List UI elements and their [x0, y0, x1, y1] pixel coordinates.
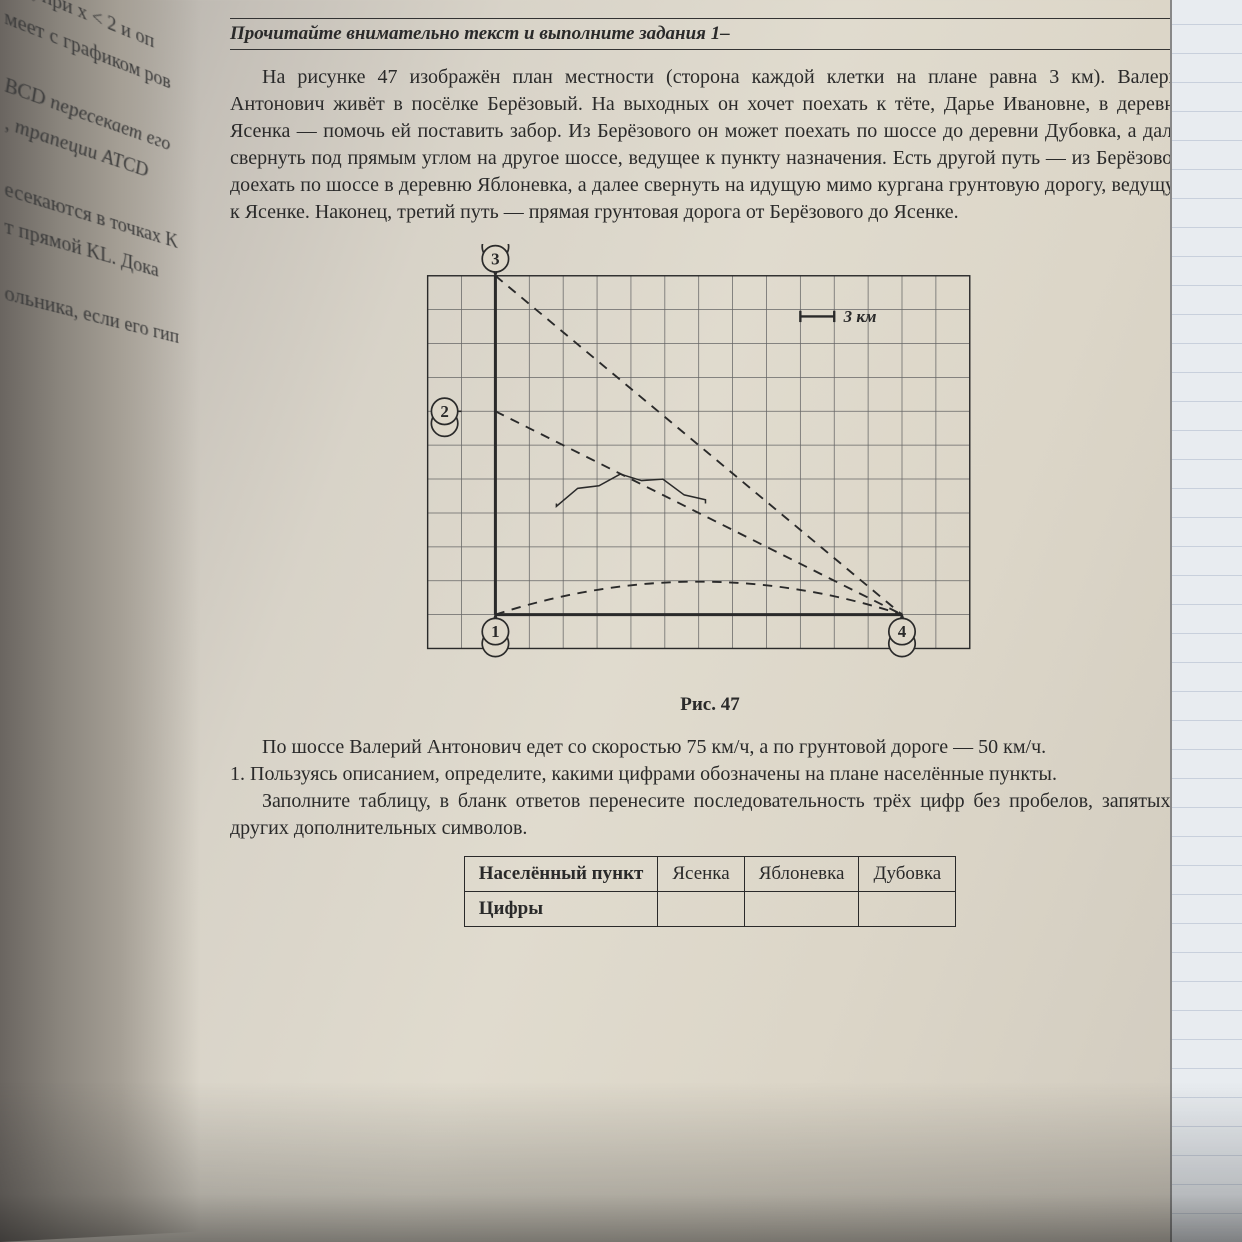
answer-cell[interactable] — [859, 892, 956, 927]
svg-text:4: 4 — [898, 622, 907, 641]
instruction-header: Прочитайте внимательно текст и выполните… — [230, 18, 1190, 50]
shadow-bottom — [0, 1082, 1242, 1242]
table-row: Цифры — [464, 892, 955, 927]
task1-line1: 1. Пользуясь описанием, определите, каки… — [230, 761, 1190, 788]
table-row: Населённый пункт Ясенка Яблоневка Дубовк… — [464, 857, 955, 892]
left-page-fragment: x ⩾ 2, − 2, при x < 2 и оп меет с график… — [0, 0, 230, 1075]
notebook-edge — [1170, 0, 1242, 1242]
svg-text:3: 3 — [491, 249, 499, 268]
svg-text:3 км: 3 км — [843, 307, 877, 326]
speed-text: По шоссе Валерий Антонович едет со скоро… — [230, 734, 1190, 761]
task1-line2: Заполните таблицу, в бланк ответов перен… — [230, 788, 1190, 842]
svg-text:2: 2 — [440, 402, 448, 421]
answer-cell[interactable] — [744, 892, 859, 927]
svg-text:1: 1 — [491, 622, 499, 641]
table-header-label: Населённый пункт — [464, 857, 658, 892]
table-col: Дубовка — [859, 857, 956, 892]
task-1: 1. Пользуясь описанием, определите, каки… — [230, 761, 1190, 842]
speed-paragraph: По шоссе Валерий Антонович едет со скоро… — [230, 734, 1190, 761]
main-page: Прочитайте внимательно текст и выполните… — [200, 0, 1242, 957]
table-row-label: Цифры — [464, 892, 658, 927]
figure-caption: Рис. 47 — [230, 694, 1190, 716]
answer-table: Населённый пункт Ясенка Яблоневка Дубовк… — [464, 856, 956, 927]
table-col: Яблоневка — [744, 857, 859, 892]
table-col: Ясенка — [658, 857, 744, 892]
answer-cell[interactable] — [658, 892, 744, 927]
problem-text: На рисунке 47 изображён план местности (… — [230, 64, 1190, 226]
problem-paragraph: На рисунке 47 изображён план местности (… — [230, 64, 1190, 226]
figure-47: 1 2 3 4 3 км Рис. 47 — [230, 244, 1190, 716]
map-diagram: 1 2 3 4 3 км — [390, 244, 1030, 684]
